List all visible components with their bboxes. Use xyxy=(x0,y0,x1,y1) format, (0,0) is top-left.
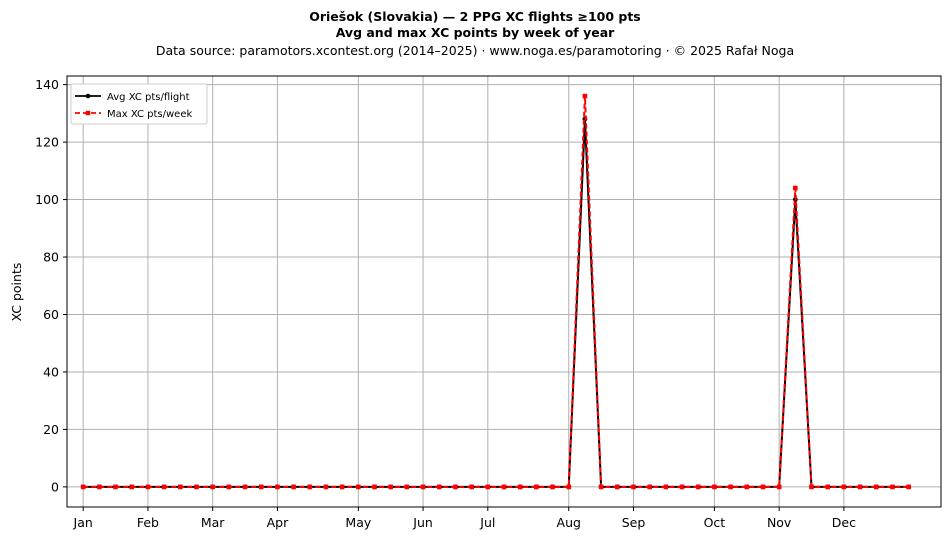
x-tick-label: May xyxy=(345,515,371,530)
max-point xyxy=(728,484,733,490)
legend-max-marker xyxy=(85,110,91,116)
max-point xyxy=(129,484,135,490)
y-tick-label: 0 xyxy=(51,479,59,494)
max-point xyxy=(906,484,911,490)
x-tick-label: Dec xyxy=(832,515,856,530)
max-point xyxy=(372,484,377,490)
series-line-avg xyxy=(83,118,909,488)
max-point xyxy=(825,484,831,490)
max-point xyxy=(890,484,895,490)
max-point xyxy=(275,484,280,490)
y-axis-label: XC points xyxy=(9,263,24,322)
max-point xyxy=(97,484,102,490)
max-point xyxy=(857,484,863,490)
max-point xyxy=(712,484,717,490)
x-tick-label: Nov xyxy=(767,515,792,530)
max-point xyxy=(841,484,847,490)
max-point xyxy=(582,93,588,99)
max-point xyxy=(194,484,199,490)
max-point xyxy=(80,484,86,490)
x-tick-label: Jun xyxy=(412,515,433,530)
x-tick-label: Jan xyxy=(73,515,93,530)
max-point xyxy=(453,484,458,490)
max-point xyxy=(534,484,539,490)
max-point xyxy=(776,484,782,490)
max-point xyxy=(388,484,394,490)
max-point xyxy=(517,484,523,490)
max-point xyxy=(647,484,652,490)
x-tick-label: Mar xyxy=(201,515,225,530)
max-point xyxy=(291,484,296,490)
max-point xyxy=(760,484,766,490)
max-point xyxy=(307,484,313,490)
max-point xyxy=(566,484,572,490)
legend: Avg XC pts/flight Max XC pts/week xyxy=(70,83,208,125)
max-point xyxy=(809,484,814,490)
chart-title: Oriešok (Slovakia) — 2 PPG XC flights ≥1… xyxy=(309,9,641,24)
max-point xyxy=(631,484,636,490)
x-axis: Jan Feb Mar Apr May Jun Jul Aug Sep Oct Nov Dec xyxy=(73,507,856,530)
y-tick-label: 20 xyxy=(43,422,59,437)
x-tick-label: Apr xyxy=(267,515,289,530)
max-point xyxy=(420,484,426,490)
max-point xyxy=(469,484,474,490)
legend-box xyxy=(70,83,208,125)
y-tick-label: 140 xyxy=(35,77,59,92)
max-point xyxy=(210,484,215,490)
max-point xyxy=(436,484,442,490)
x-tick-label: Aug xyxy=(557,515,581,530)
y-tick-label: 40 xyxy=(43,364,59,379)
max-point xyxy=(145,484,151,490)
max-point xyxy=(242,484,248,490)
y-tick-label: 120 xyxy=(35,135,59,150)
max-point xyxy=(793,185,798,191)
series-line-max xyxy=(83,95,909,488)
max-point xyxy=(663,484,669,490)
max-point xyxy=(113,484,118,490)
max-point xyxy=(226,484,232,490)
legend-avg-marker xyxy=(85,93,91,99)
max-point xyxy=(485,484,491,490)
max-point xyxy=(404,484,410,490)
x-tick-label: Feb xyxy=(137,515,159,530)
max-point xyxy=(177,484,183,490)
max-point xyxy=(873,484,879,490)
y-tick-label: 60 xyxy=(43,307,59,322)
x-tick-label: Jul xyxy=(479,515,495,530)
y-axis: 0 20 40 60 80 100 120 140 xyxy=(35,77,67,494)
max-point xyxy=(356,484,361,490)
x-tick-label: Sep xyxy=(622,515,646,530)
max-point xyxy=(598,484,604,490)
y-tick-label: 100 xyxy=(35,192,59,207)
max-point xyxy=(744,484,750,490)
legend-avg-label: Avg XC pts/flight xyxy=(107,92,190,103)
x-tick-label: Oct xyxy=(704,515,726,530)
max-point xyxy=(339,484,345,490)
max-point xyxy=(614,484,620,490)
chart-subtitle: Avg and max XC points by week of year xyxy=(336,25,615,40)
max-point xyxy=(550,484,555,490)
plot-frame xyxy=(66,75,942,508)
max-point xyxy=(161,484,167,490)
y-tick-label: 80 xyxy=(43,250,59,265)
max-point xyxy=(679,484,685,490)
max-point xyxy=(323,484,329,490)
max-point xyxy=(695,484,701,490)
legend-max-label: Max XC pts/week xyxy=(107,109,192,120)
series-group xyxy=(80,93,912,490)
chart-source-note: Data source: paramotors.xcontest.org (20… xyxy=(156,43,794,58)
max-point xyxy=(258,484,264,490)
max-point xyxy=(501,484,507,490)
